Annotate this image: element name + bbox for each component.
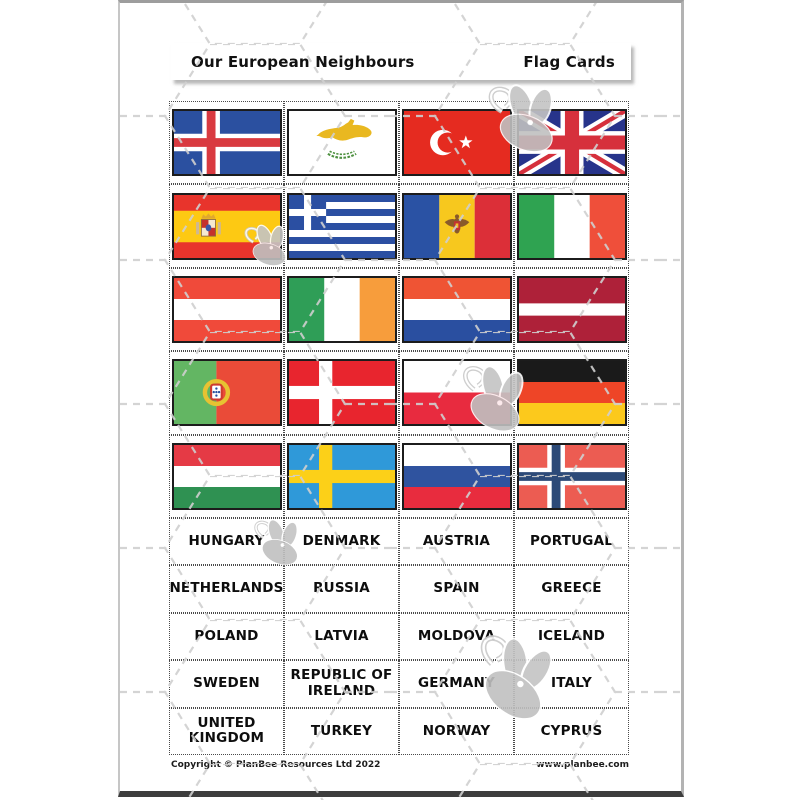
- page-footer: Copyright © PlanBee Resources Ltd 2022 w…: [171, 760, 629, 770]
- website-text: www.planbee.com: [536, 760, 629, 770]
- flag-card-hungary: [169, 434, 284, 518]
- united-kingdom-flag-icon: [515, 105, 628, 180]
- turkey-flag: [401, 109, 512, 177]
- flag-card-sweden: [284, 434, 399, 518]
- flag-card-moldova: [399, 184, 514, 268]
- united-kingdom-flag: [515, 105, 628, 180]
- name-card-denmark: DENMARK: [284, 518, 399, 566]
- russia-flag: [401, 442, 512, 510]
- name-card-poland: POLAND: [169, 612, 284, 661]
- portugal-flag-icon: [173, 361, 280, 425]
- germany-flag-icon: [518, 361, 625, 425]
- iceland-flag: [171, 109, 282, 177]
- flag-card-ireland: [284, 267, 399, 352]
- hungary-flag-icon: [173, 444, 280, 508]
- worksheet-page: Our European Neighbours Flag Cards HUNGA…: [118, 0, 686, 800]
- page-header: Our European Neighbours Flag Cards: [171, 43, 631, 80]
- name-card-germany: GERMANY: [399, 660, 514, 708]
- name-card-united-kingdom: UNITED KINGDOM: [169, 707, 284, 755]
- name-card-norway: NORWAY: [399, 707, 514, 755]
- name-card-hungary: HUNGARY: [169, 518, 284, 566]
- copyright-text: Copyright © PlanBee Resources Ltd 2022: [171, 760, 381, 770]
- name-card-portugal: PORTUGAL: [514, 518, 629, 566]
- germany-flag: [516, 359, 627, 427]
- name-card-italy: ITALY: [514, 660, 629, 708]
- doc-type-label: Flag Cards: [523, 52, 615, 71]
- poland-flag: [401, 359, 512, 427]
- name-card-austria: AUSTRIA: [399, 518, 514, 566]
- name-card-greece: GREECE: [514, 565, 629, 613]
- name-card-republic-of-ireland: REPUBLIC OF IRELAND: [284, 660, 399, 708]
- spain-flag: [171, 192, 282, 260]
- name-card-cyprus: CYPRUS: [514, 707, 629, 755]
- flag-card-latvia: [514, 267, 629, 352]
- flag-card-turkey: [399, 101, 514, 185]
- flag-card-russia: [399, 434, 514, 518]
- name-card-turkey: TURKEY: [284, 707, 399, 755]
- country-name-grid: HUNGARY DENMARK AUSTRIA PORTUGAL NETHERLANDS…: [169, 518, 629, 755]
- turkey-flag-icon: [403, 111, 510, 175]
- sweden-flag-icon: [288, 444, 395, 508]
- greece-flag: [286, 192, 397, 260]
- hungary-flag: [171, 442, 282, 510]
- flag-card-grid: [169, 101, 629, 518]
- flag-card-italy: [514, 184, 629, 268]
- denmark-flag: [286, 359, 397, 427]
- netherlands-flag-icon: [403, 277, 510, 341]
- name-card-latvia: LATVIA: [284, 612, 399, 661]
- italy-flag-icon: [518, 194, 625, 258]
- page-title: Our European Neighbours: [191, 52, 415, 71]
- latvia-flag: [516, 275, 627, 343]
- poland-flag-icon: [403, 361, 510, 425]
- name-card-moldova: MOLDOVA: [399, 612, 514, 661]
- netherlands-flag: [401, 275, 512, 343]
- name-card-spain: SPAIN: [399, 565, 514, 613]
- name-card-iceland: ICELAND: [514, 612, 629, 661]
- flag-card-iceland: [169, 101, 284, 185]
- norway-flag-icon: [518, 444, 625, 508]
- flag-card-cyprus: [284, 101, 399, 185]
- flag-card-poland: [399, 351, 514, 435]
- moldova-flag: [401, 192, 512, 260]
- flag-card-spain: [169, 184, 284, 268]
- sweden-flag: [286, 442, 397, 510]
- name-card-netherlands: NETHERLANDS: [169, 565, 284, 613]
- flag-card-united-kingdom: [514, 101, 629, 185]
- iceland-flag-icon: [173, 111, 280, 175]
- ireland-flag-icon: [288, 277, 395, 341]
- greece-flag-icon: [288, 194, 395, 258]
- austria-flag-icon: [173, 277, 280, 341]
- norway-flag: [516, 442, 627, 510]
- denmark-flag-icon: [288, 361, 395, 425]
- italy-flag: [516, 192, 627, 260]
- flag-card-portugal: [169, 351, 284, 435]
- cyprus-flag: [286, 109, 397, 177]
- cyprus-flag-icon: [288, 111, 395, 175]
- name-card-russia: RUSSIA: [284, 565, 399, 613]
- flag-card-germany: [514, 351, 629, 435]
- flag-card-norway: [514, 434, 629, 518]
- russia-flag-icon: [403, 444, 510, 508]
- portugal-flag: [171, 359, 282, 427]
- flag-card-netherlands: [399, 267, 514, 352]
- latvia-flag-icon: [518, 277, 625, 341]
- name-card-sweden: SWEDEN: [169, 660, 284, 708]
- ireland-flag: [286, 275, 397, 343]
- austria-flag: [171, 275, 282, 343]
- flag-card-austria: [169, 267, 284, 352]
- spain-flag-icon: [173, 194, 280, 258]
- moldova-flag-icon: [403, 194, 510, 258]
- flag-card-denmark: [284, 351, 399, 435]
- flag-card-greece: [284, 184, 399, 268]
